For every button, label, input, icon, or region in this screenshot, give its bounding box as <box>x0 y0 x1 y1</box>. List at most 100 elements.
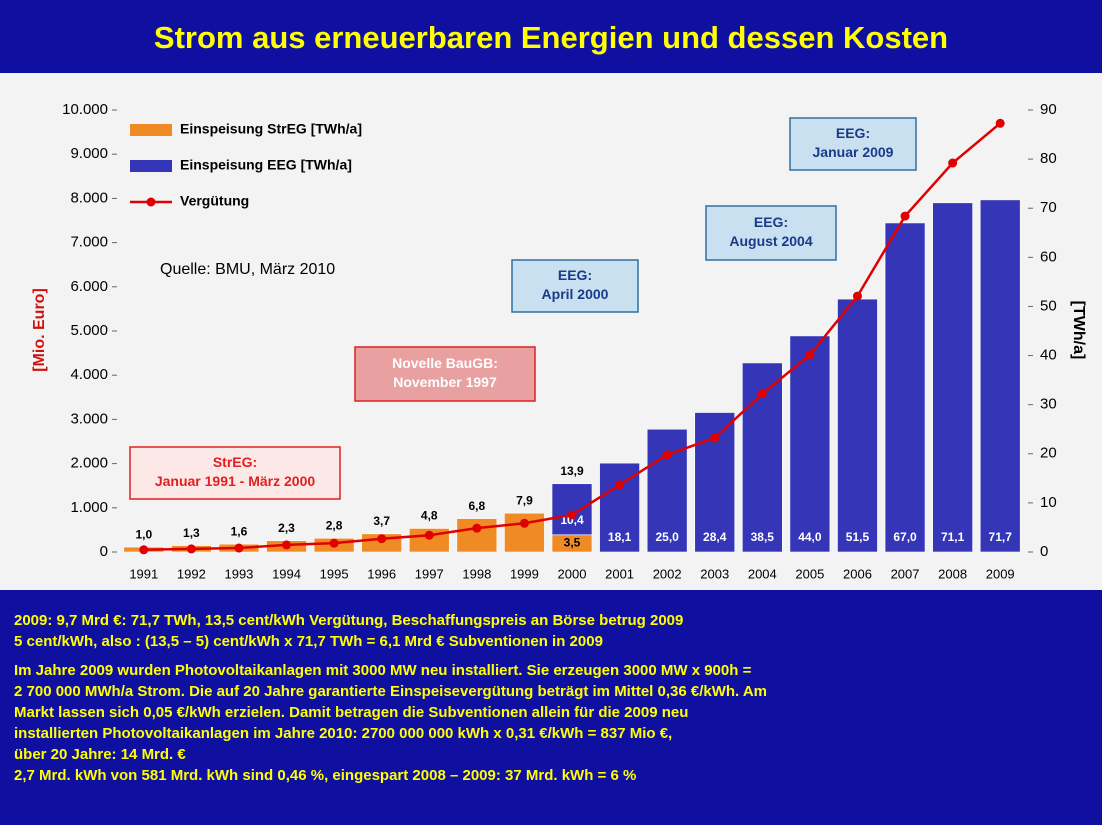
note-line: Markt lassen sich 0,05 €/kWh erzielen. D… <box>14 704 688 721</box>
y2-tick-label: 30 <box>1040 396 1057 413</box>
line-marker <box>568 510 577 519</box>
line-marker <box>330 539 339 548</box>
annotation-text: EEG: <box>754 214 788 230</box>
annotation-text: EEG: <box>836 125 870 141</box>
value-label: 71,1 <box>941 530 965 544</box>
line-marker <box>520 519 529 528</box>
line-marker <box>187 544 196 553</box>
annotation-text: Novelle BauGB: <box>392 355 498 371</box>
bar <box>837 299 877 552</box>
value-label: 1,0 <box>135 527 152 541</box>
legend-label: Vergütung <box>180 193 249 209</box>
line-marker <box>996 119 1005 128</box>
x-tick-label: 2000 <box>558 566 587 581</box>
x-tick-label: 1996 <box>367 566 396 581</box>
y2-tick-label: 20 <box>1040 445 1057 462</box>
x-tick-label: 1991 <box>129 566 158 581</box>
y2-axis-title: [TWh/a] <box>1070 301 1087 360</box>
x-tick-label: 2005 <box>795 566 824 581</box>
legend-marker <box>147 198 156 207</box>
y2-tick-label: 50 <box>1040 297 1057 314</box>
value-label: 25,0 <box>655 530 679 544</box>
bar <box>552 484 592 535</box>
value-label: 2,3 <box>278 521 295 535</box>
line-marker <box>710 433 719 442</box>
line-marker <box>901 212 910 221</box>
y-tick-label: 1.000 <box>70 499 108 516</box>
y-tick-label: 6.000 <box>70 278 108 295</box>
x-tick-label: 1995 <box>320 566 349 581</box>
slide-title: Strom aus erneuerbaren Energien und dess… <box>154 20 948 55</box>
y-tick-label: 10.000 <box>62 101 108 118</box>
line-marker <box>615 480 624 489</box>
value-label: 1,6 <box>231 524 248 538</box>
y-tick-label: 8.000 <box>70 189 108 206</box>
bar <box>457 519 497 552</box>
note-line: 2009: 9,7 Mrd €: 71,7 TWh, 13,5 cent/kWh… <box>14 612 683 629</box>
y-tick-label: 0 <box>100 543 108 560</box>
x-tick-label: 2001 <box>605 566 634 581</box>
line-marker <box>853 292 862 301</box>
y-tick-label: 7.000 <box>70 234 108 251</box>
slide: Strom aus erneuerbaren Energien und dess… <box>0 0 1102 825</box>
value-label: 2,8 <box>326 518 343 532</box>
legend-label: Einspeisung EEG [TWh/a] <box>180 157 352 173</box>
y2-tick-label: 70 <box>1040 199 1057 216</box>
x-tick-label: 1993 <box>224 566 253 581</box>
x-tick-label: 1992 <box>177 566 206 581</box>
line-marker <box>425 531 434 540</box>
value-label: 28,4 <box>703 530 727 544</box>
line-marker <box>805 350 814 359</box>
line-marker <box>282 540 291 549</box>
y2-tick-label: 10 <box>1040 494 1057 511</box>
value-label: 1,3 <box>183 526 200 540</box>
x-tick-label: 2004 <box>748 566 777 581</box>
annotation-text: Januar 1991 - März 2000 <box>155 473 316 489</box>
source: Quelle: BMU, März 2010 <box>160 261 335 278</box>
x-tick-label: 2009 <box>986 566 1015 581</box>
annotation-text: Januar 2009 <box>813 144 894 160</box>
line-marker <box>234 544 243 553</box>
value-label: 51,5 <box>846 530 870 544</box>
y2-tick-label: 90 <box>1040 101 1057 118</box>
y-tick-label: 2.000 <box>70 455 108 472</box>
y-tick-label: 9.000 <box>70 145 108 162</box>
note-line: 5 cent/kWh, also : (13,5 – 5) cent/kWh x… <box>14 633 603 650</box>
x-tick-label: 2002 <box>653 566 682 581</box>
x-tick-label: 2006 <box>843 566 872 581</box>
annotation-text: November 1997 <box>393 374 497 390</box>
bar <box>980 200 1020 552</box>
annotation-text: EEG: <box>558 267 592 283</box>
x-tick-label: 2008 <box>938 566 967 581</box>
value-label: 3,5 <box>564 536 581 550</box>
note-line: installierten Photovoltaikanlagen im Jah… <box>14 725 672 742</box>
y2-tick-label: 80 <box>1040 150 1057 167</box>
note-line: 2 700 000 MWh/a Strom. Die auf 20 Jahre … <box>14 683 767 700</box>
value-label: 38,5 <box>751 530 775 544</box>
note-line: 2,7 Mrd. kWh von 581 Mrd. kWh sind 0,46 … <box>14 767 636 784</box>
line-marker <box>377 534 386 543</box>
legend-label: Einspeisung StrEG [TWh/a] <box>180 121 362 137</box>
y-tick-label: 3.000 <box>70 410 108 427</box>
y2-tick-label: 40 <box>1040 347 1057 364</box>
value-label: 44,0 <box>798 530 822 544</box>
line-marker <box>472 524 481 533</box>
value-label: 4,8 <box>421 509 438 523</box>
value-label: 71,7 <box>989 530 1013 544</box>
y2-tick-label: 0 <box>1040 543 1048 560</box>
bar <box>790 336 830 552</box>
stack-total-label: 13,9 <box>560 464 584 478</box>
legend-swatch <box>130 160 172 172</box>
annotation-text: April 2000 <box>542 286 609 302</box>
y2-tick-label: 60 <box>1040 248 1057 265</box>
bar <box>885 223 925 552</box>
page: Strom aus erneuerbaren Energien und dess… <box>0 0 1102 825</box>
value-label: 18,1 <box>608 530 632 544</box>
value-label: 3,7 <box>373 514 390 528</box>
x-tick-label: 1998 <box>462 566 491 581</box>
x-tick-label: 1997 <box>415 566 444 581</box>
y-tick-label: 4.000 <box>70 366 108 383</box>
value-label: 6,8 <box>468 499 485 513</box>
y-axis-title: [Mio. Euro] <box>31 288 48 372</box>
legend-swatch <box>130 124 172 136</box>
